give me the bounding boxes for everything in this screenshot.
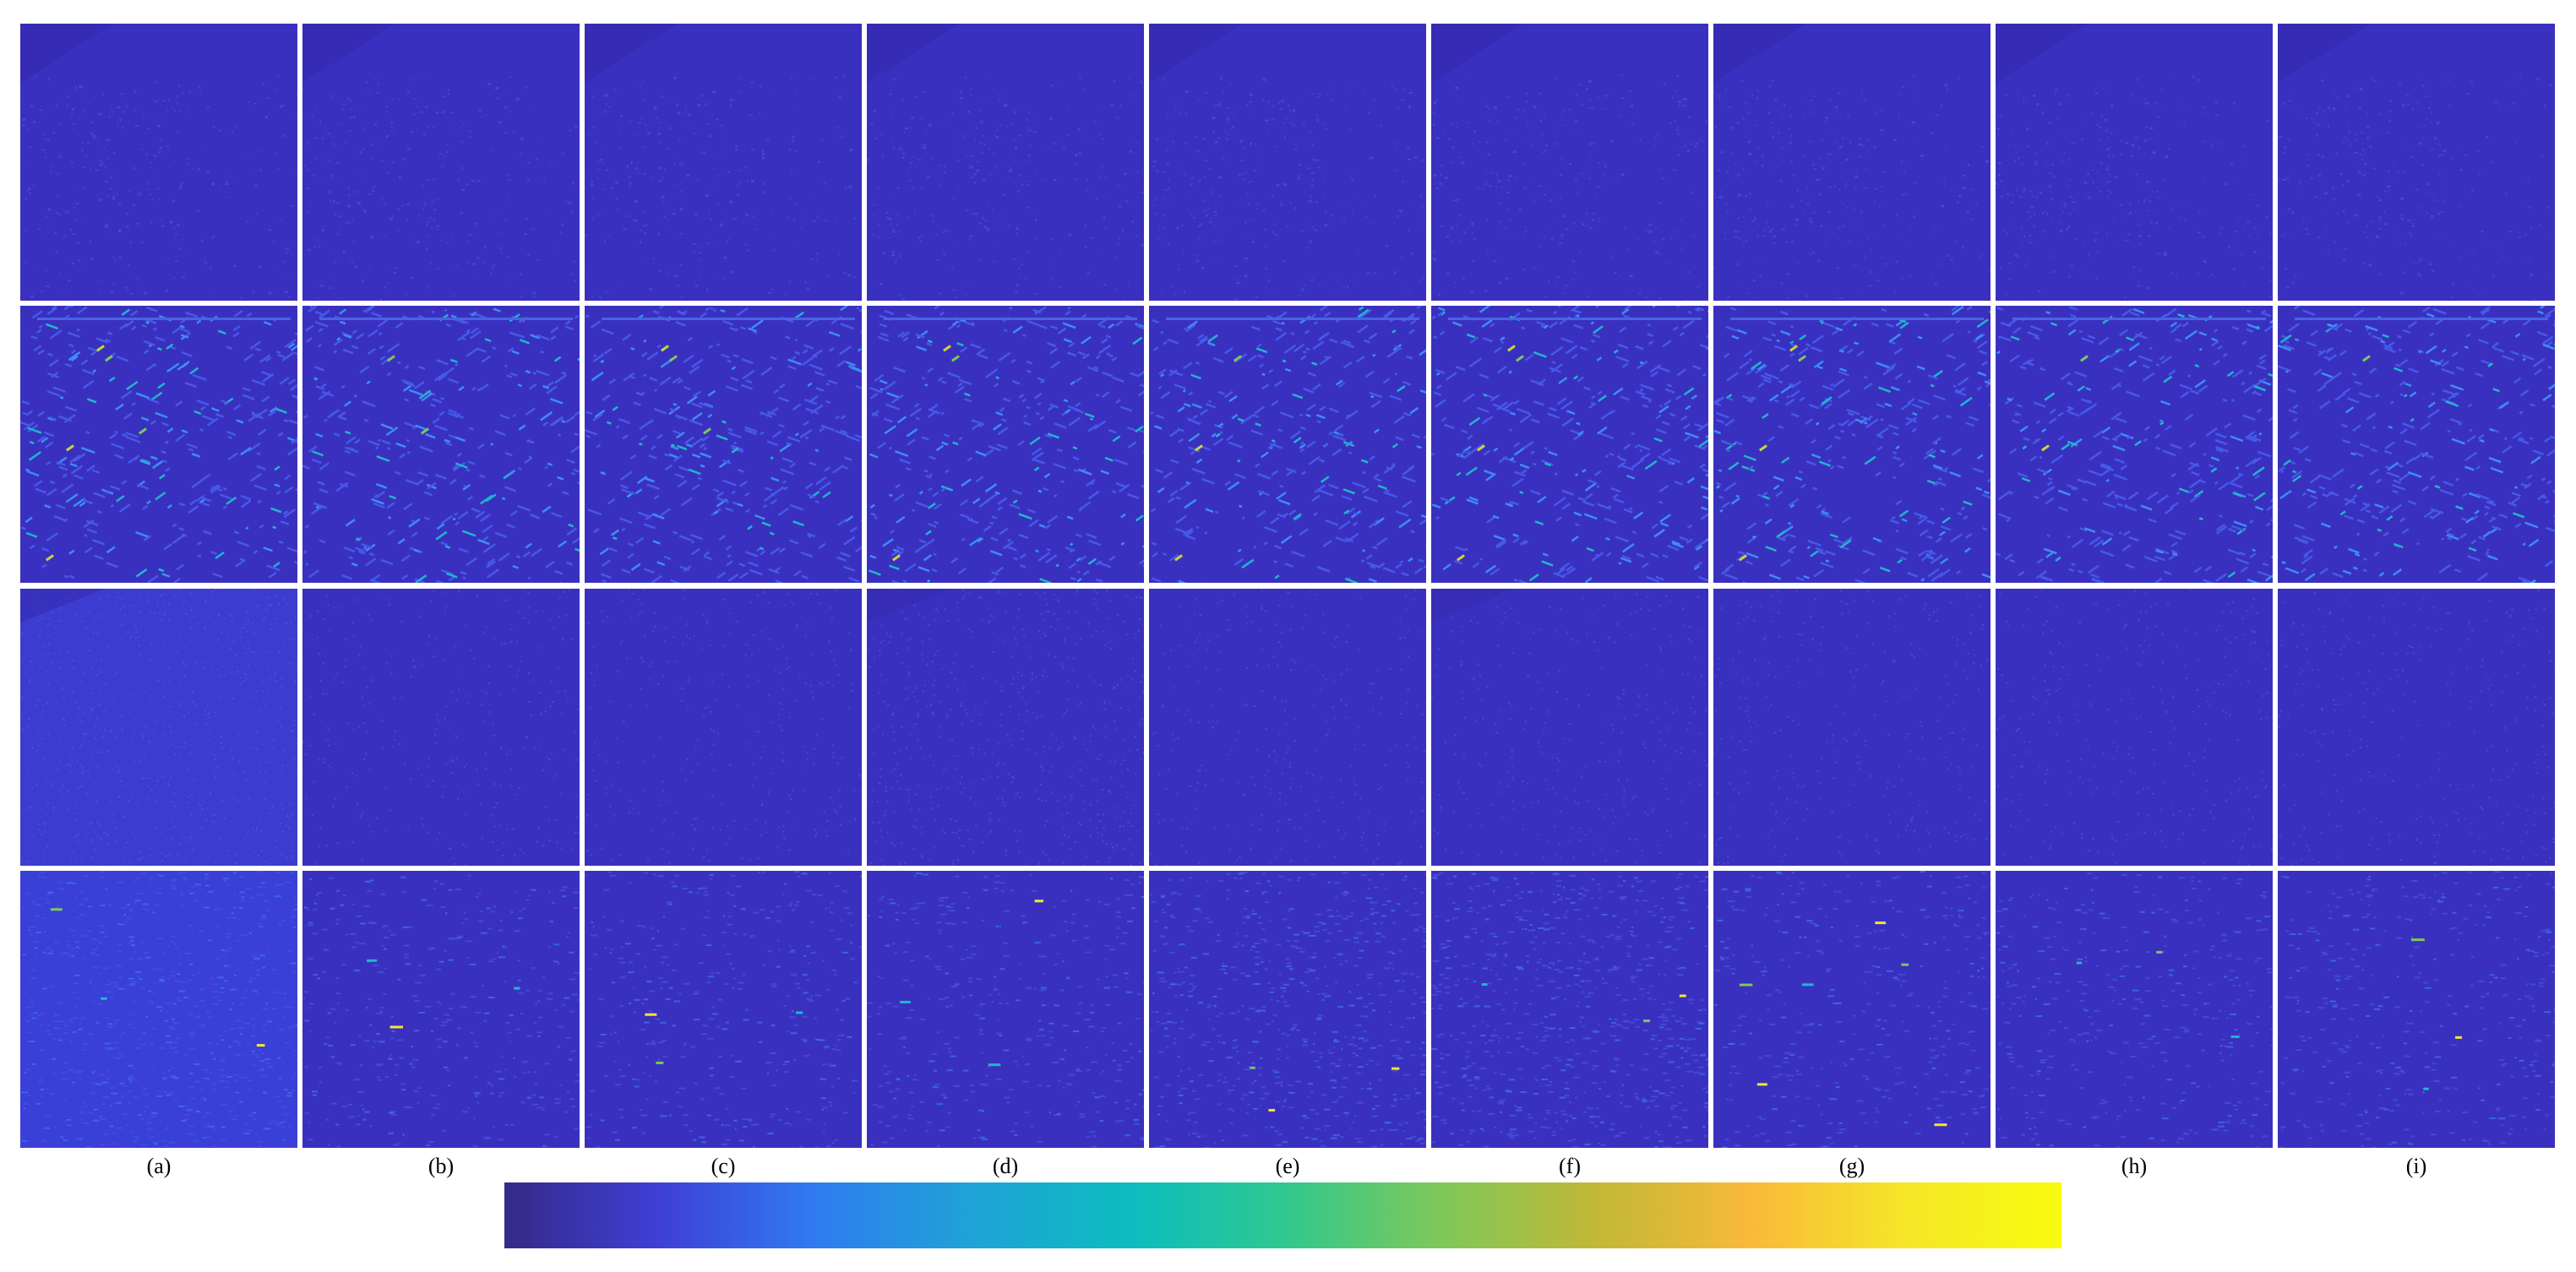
panel-row2-b (302, 306, 580, 583)
error-map-image (1431, 871, 1708, 1148)
panel-row3-b (302, 589, 580, 866)
panel-row2-i (2278, 306, 2555, 583)
panel-row2-c (585, 306, 862, 583)
error-map-image (585, 306, 862, 583)
error-map-image (1149, 589, 1426, 866)
column-label-i: (i) (2405, 1154, 2427, 1178)
panel-row1-c (585, 24, 862, 301)
panel-row4-c (585, 871, 862, 1148)
error-map-image (1431, 589, 1708, 866)
error-map-image (1713, 306, 1991, 583)
error-map-image (302, 871, 580, 1148)
panel-row1-i (2278, 24, 2555, 301)
column-label-c: (c) (711, 1154, 736, 1178)
error-map-image (585, 24, 862, 301)
error-map-image (867, 871, 1144, 1148)
error-map-image (302, 306, 580, 583)
panel-row1-f (1431, 24, 1708, 301)
panel-row1-e (1149, 24, 1426, 301)
error-map-image (585, 589, 862, 866)
panel-row1-g (1713, 24, 1991, 301)
error-map-image (2278, 306, 2555, 583)
panel-row4-f (1431, 871, 1708, 1148)
panel-row4-a (20, 871, 297, 1148)
error-map-image (1431, 24, 1708, 301)
column-label-f: (f) (1559, 1154, 1581, 1178)
panel-row3-d (867, 589, 1144, 866)
error-map-image (20, 24, 297, 301)
column-label-b: (b) (428, 1154, 455, 1178)
error-map-image (2278, 871, 2555, 1148)
panel-row2-h (1996, 306, 2273, 583)
error-map-image (2278, 589, 2555, 866)
error-map-image (20, 589, 297, 866)
column-label-e: (e) (1275, 1154, 1300, 1178)
panel-row1-d (867, 24, 1144, 301)
error-map-image (1149, 24, 1426, 301)
error-map-image (1149, 306, 1426, 583)
column-label-d: (d) (992, 1154, 1019, 1178)
error-map-image (302, 24, 580, 301)
panel-row3-f (1431, 589, 1708, 866)
error-map-image (2278, 24, 2555, 301)
panel-row2-d (867, 306, 1144, 583)
panel-row2-a (20, 306, 297, 583)
panel-row3-g (1713, 589, 1991, 866)
colorbar (504, 1182, 2061, 1248)
panel-row2-f (1431, 306, 1708, 583)
panel-row3-c (585, 589, 862, 866)
panel-row1-b (302, 24, 580, 301)
error-map-image (20, 306, 297, 583)
panel-row3-i (2278, 589, 2555, 866)
panel-row4-e (1149, 871, 1426, 1148)
error-map-image (1996, 871, 2273, 1148)
panel-row4-b (302, 871, 580, 1148)
error-map-image (1713, 871, 1991, 1148)
panel-row1-a (20, 24, 297, 301)
error-map-image (585, 871, 862, 1148)
error-map-image (302, 589, 580, 866)
panel-row1-h (1996, 24, 2273, 301)
panel-row4-h (1996, 871, 2273, 1148)
error-map-image (867, 24, 1144, 301)
panel-row3-e (1149, 589, 1426, 866)
error-map-image (1149, 871, 1426, 1148)
panel-row4-g (1713, 871, 1991, 1148)
column-label-g: (g) (1838, 1154, 1865, 1178)
error-map-image (1431, 306, 1708, 583)
panel-row2-g (1713, 306, 1991, 583)
error-map-image (1996, 589, 2273, 866)
column-label-a: (a) (146, 1154, 172, 1178)
colorbar-gradient (504, 1182, 2061, 1248)
panel-row3-a (20, 589, 297, 866)
panel-row4-i (2278, 871, 2555, 1148)
error-map-image (1996, 306, 2273, 583)
error-map-image (20, 871, 297, 1148)
error-map-image (1713, 589, 1991, 866)
panel-row3-h (1996, 589, 2273, 866)
error-map-image (867, 589, 1144, 866)
error-map-image (1996, 24, 2273, 301)
column-label-h: (h) (2121, 1154, 2148, 1178)
panel-row4-d (867, 871, 1144, 1148)
error-map-image (1713, 24, 1991, 301)
error-map-image (867, 306, 1144, 583)
panel-row2-e (1149, 306, 1426, 583)
